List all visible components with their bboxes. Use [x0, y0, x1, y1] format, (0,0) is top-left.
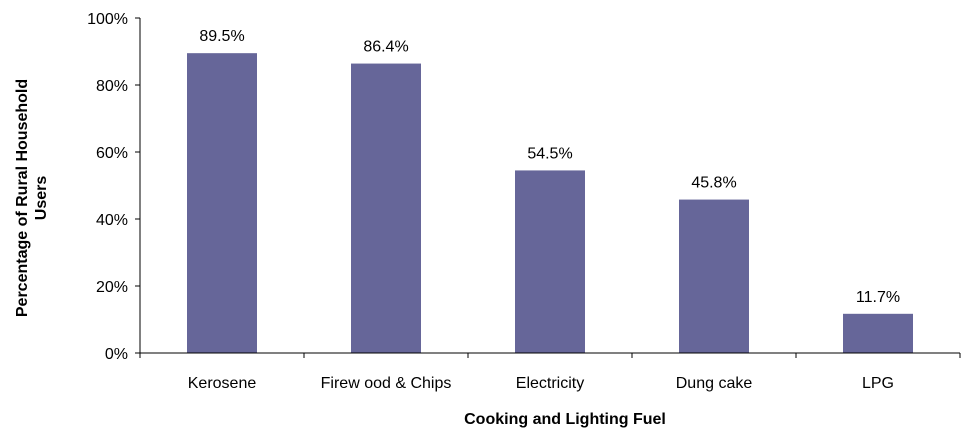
- bar: [187, 53, 257, 354]
- y-axis-title: Percentage of Rural Household Users: [14, 79, 50, 317]
- bar: [351, 63, 421, 354]
- y-tick-label: 80%: [96, 78, 128, 95]
- bar: [515, 170, 585, 353]
- bar: [843, 313, 913, 353]
- data-label: 45.8%: [691, 175, 736, 192]
- y-tick-label: 60%: [96, 145, 128, 162]
- data-labels: 89.5% 86.4% 54.5% 45.8% 11.7%: [199, 28, 900, 306]
- x-tick-label: Kerosene: [188, 375, 257, 392]
- data-label: 54.5%: [527, 145, 572, 162]
- y-axis-title-line-2: Users: [33, 176, 50, 221]
- y-axis-title-line-1: Percentage of Rural Household: [14, 79, 31, 317]
- bars: [187, 53, 913, 354]
- y-tick-label: 40%: [96, 212, 128, 229]
- x-tick-label: Electricity: [516, 375, 584, 392]
- y-tick-label: 100%: [87, 11, 128, 28]
- data-label: 11.7%: [856, 289, 900, 306]
- data-label: 89.5%: [199, 28, 244, 45]
- bar: [679, 199, 749, 353]
- x-axis: Kerosene Firew ood & Chips Electricity Dung…: [139, 352, 961, 392]
- x-tick-label: Firew ood & Chips: [321, 375, 452, 392]
- data-label: 86.4%: [363, 39, 408, 56]
- x-tick-label: LPG: [862, 375, 894, 392]
- y-axis: 0% 20% 40% 60% 80% 100%: [87, 11, 141, 363]
- y-tick-label: 0%: [105, 346, 128, 363]
- x-axis-title: Cooking and Lighting Fuel: [464, 411, 666, 428]
- x-tick-label: Dung cake: [676, 375, 753, 392]
- y-tick-label: 20%: [96, 279, 128, 296]
